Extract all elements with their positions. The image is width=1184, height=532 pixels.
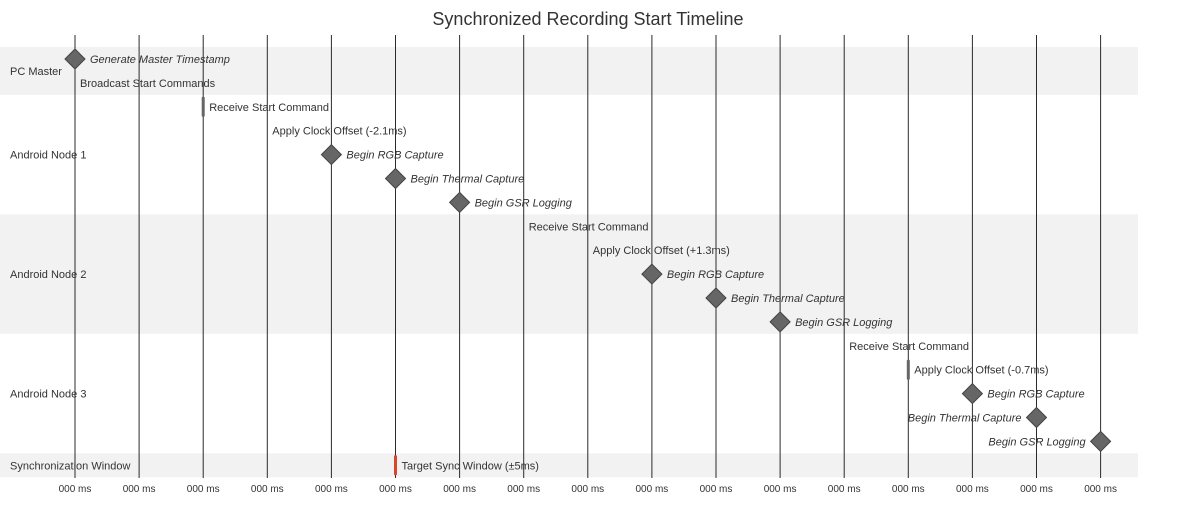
x-tick-label-14: 000 ms: [956, 484, 989, 495]
x-tick-label-13: 000 ms: [892, 484, 925, 495]
milestone-marker-2-4: [769, 311, 791, 333]
x-tick-label-2: 000 ms: [187, 484, 220, 495]
x-axis-ticks: 000 ms 000 ms 000 ms 000 ms 000 ms 000 ms 000 …: [59, 484, 1117, 495]
section-band-0: [0, 47, 1138, 95]
task-label-2-2: Begin RGB Capture: [667, 269, 764, 281]
sync-window-bar-4-0: [394, 455, 397, 476]
task-label-3-0: Receive Start Command: [849, 341, 969, 353]
task-labels: Generate Master Timestamp Broadcast Start…: [80, 54, 1086, 472]
chart-title: Synchronized Recording Start Timeline: [432, 9, 743, 29]
task-label-3-1: Apply Clock Offset (-0.7ms): [914, 365, 1048, 377]
task-bar-3-1: [906, 359, 910, 380]
section-label-4: Synchronization Window: [10, 460, 131, 472]
task-label-0-0: Generate Master Timestamp: [90, 54, 230, 66]
milestone-marker-1-4: [448, 191, 471, 214]
task-label-3-2: Begin RGB Capture: [987, 389, 1084, 401]
task-label-1-1: Apply Clock Offset (-2.1ms): [272, 126, 406, 138]
task-label-2-4: Begin GSR Logging: [795, 317, 893, 329]
milestone-marker-3-4: [1089, 430, 1112, 453]
x-tick-label-16: 000 ms: [1084, 484, 1117, 495]
task-label-0-1: Broadcast Start Commands: [80, 78, 216, 90]
task-label-1-4: Begin GSR Logging: [475, 197, 573, 209]
task-label-4-0: Target Sync Window (±5ms): [402, 460, 539, 472]
x-tick-label-5: 000 ms: [379, 484, 412, 495]
task-bar-1-0: [201, 96, 205, 117]
section-labels: PC Master Android Node 1 Android Node 2 And…: [10, 66, 131, 472]
x-tick-label-10: 000 ms: [700, 484, 733, 495]
milestone-marker-3-3: [1025, 406, 1048, 429]
section-label-1: Android Node 1: [10, 150, 86, 162]
x-tick-label-6: 000 ms: [443, 484, 476, 495]
x-tick-label-12: 000 ms: [828, 484, 861, 495]
section-bands: [0, 47, 1138, 478]
x-tick-label-7: 000 ms: [507, 484, 540, 495]
x-tick-label-8: 000 ms: [571, 484, 604, 495]
x-tick-label-9: 000 ms: [636, 484, 669, 495]
grid-lines: [74, 35, 1102, 478]
milestone-marker-1-2: [320, 143, 343, 166]
task-label-1-2: Begin RGB Capture: [346, 150, 443, 162]
task-label-3-3: Begin Thermal Capture: [908, 413, 1022, 425]
section-label-0: PC Master: [10, 66, 62, 78]
milestone-marker-2-2: [641, 263, 663, 285]
task-label-1-0: Receive Start Command: [209, 102, 329, 114]
x-tick-label-4: 000 ms: [315, 484, 348, 495]
section-band-2: [0, 214, 1138, 334]
task-label-3-4: Begin GSR Logging: [988, 436, 1086, 448]
task-label-2-3: Begin Thermal Capture: [731, 293, 845, 305]
task-label-2-1: Apply Clock Offset (+1.3ms): [593, 245, 730, 257]
task-marks: [64, 48, 1112, 476]
milestone-marker-2-3: [705, 287, 727, 309]
section-label-2: Android Node 2: [10, 269, 86, 281]
milestone-marker-1-3: [384, 167, 407, 190]
x-tick-label-0: 000 ms: [59, 484, 92, 495]
x-tick-label-1: 000 ms: [123, 484, 156, 495]
section-band-4: [0, 453, 1138, 478]
task-label-2-0: Receive Start Command: [529, 221, 649, 233]
milestone-marker-0-0: [64, 48, 86, 70]
milestone-marker-3-2: [961, 382, 984, 405]
x-tick-label-11: 000 ms: [764, 484, 797, 495]
x-tick-label-3: 000 ms: [251, 484, 284, 495]
x-tick-label-15: 000 ms: [1020, 484, 1053, 495]
task-label-1-3: Begin Thermal Capture: [411, 174, 525, 186]
section-label-3: Android Node 3: [10, 389, 86, 401]
